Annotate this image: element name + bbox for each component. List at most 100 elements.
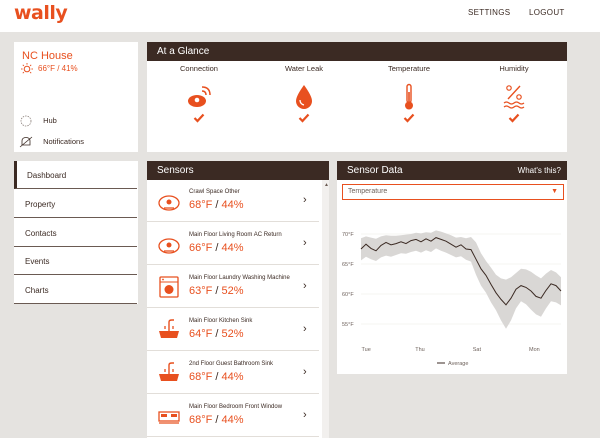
humidity-check-icon: [508, 113, 520, 123]
house-summary: 66°F / 41%: [38, 64, 78, 73]
glance-humidity-label: Humidity: [499, 64, 529, 73]
y-tick-label: 70°F: [342, 232, 354, 238]
logout-link[interactable]: LOGOUT: [529, 8, 565, 17]
legend-label: Average: [448, 361, 468, 367]
sensor-data-title: Sensor Data: [337, 161, 567, 180]
bell-off-icon: [19, 136, 33, 148]
sidebar-item-contacts[interactable]: Contacts: [14, 219, 137, 247]
sidebar-item-events[interactable]: Events: [14, 247, 137, 275]
sensor-row[interactable]: Main Floor Laundry Washing Machine 63°F …: [147, 266, 319, 308]
sensor-temp: 68°F: [189, 414, 213, 426]
sensor-temp: 68°F: [189, 371, 213, 383]
sensor-name: Main Floor Living Room AC Return: [189, 232, 282, 238]
x-tick-label: Tue: [362, 347, 371, 353]
sensor-row[interactable]: Main Floor Bedroom Front Window 68°F / 4…: [147, 395, 319, 437]
top-bar: wally SETTINGS LOGOUT: [0, 0, 600, 32]
house-panel: NC House 66°F / 41% Hub Notifications: [14, 42, 138, 152]
sensor-name: Main Floor Bedroom Front Window: [189, 404, 283, 410]
glance-temperature[interactable]: Temperature: [359, 64, 459, 123]
sensor-row[interactable]: Main Floor Kitchen Sink 64°F / 52% ›: [147, 309, 319, 351]
scroll-up-icon[interactable]: ▲: [324, 182, 329, 188]
glance-humidity[interactable]: Humidity: [464, 64, 564, 123]
house-name[interactable]: NC House: [22, 50, 73, 62]
sidebar-nav: Dashboard Property Contacts Events Chart…: [14, 161, 138, 304]
y-tick-label: 55°F: [342, 322, 354, 328]
range-band: [361, 230, 561, 329]
sensor-temp: 63°F: [189, 285, 213, 297]
x-tick-label: Mon: [529, 347, 540, 353]
sensors-panel: Sensors ▲ Crawl Space Other 68°F / 44% ›…: [147, 161, 329, 438]
hub-label: Hub: [43, 115, 57, 125]
thermometer-icon: [405, 83, 413, 110]
sensor-temp: 64°F: [189, 328, 213, 340]
sensor-reading: 63°F / 52%: [189, 285, 244, 297]
wally-logo[interactable]: wally: [14, 2, 68, 24]
sensor-data-panel: Sensor Data What's this? Temperature ▼ 7…: [337, 161, 567, 374]
sensor-reading: 68°F / 44%: [189, 414, 244, 426]
sensor-temp: 68°F: [189, 199, 213, 211]
chevron-right-icon[interactable]: ›: [303, 237, 307, 249]
notifications-row[interactable]: Notifications: [19, 136, 84, 148]
chevron-right-icon[interactable]: ›: [303, 366, 307, 378]
temperature-chart[interactable]: 70°F 65°F 60°F 55°F Tue Thu Sat Mon Average: [337, 204, 567, 374]
temperature-check-icon: [403, 113, 415, 123]
sidebar-item-property[interactable]: Property: [14, 190, 137, 218]
average-line: [360, 237, 562, 306]
chevron-right-icon[interactable]: ›: [303, 409, 307, 421]
sun-icon: [21, 63, 33, 74]
sensor-puck-icon: [158, 195, 180, 211]
sensor-humidity: 52%: [221, 285, 244, 297]
glance-connection[interactable]: Connection: [149, 64, 249, 123]
chevron-right-icon[interactable]: ›: [303, 194, 307, 206]
sensor-humidity: 44%: [221, 414, 244, 426]
chevron-right-icon[interactable]: ›: [303, 280, 307, 292]
sensor-humidity: 44%: [221, 199, 244, 211]
at-a-glance-panel: At a Glance Connection Water Leak Temper…: [147, 42, 567, 152]
y-tick-label: 60°F: [342, 292, 354, 298]
x-tick-label: Sat: [473, 347, 482, 353]
sink-icon: [159, 362, 179, 381]
hub-row[interactable]: Hub: [19, 115, 57, 127]
sensor-reading: 68°F / 44%: [189, 371, 244, 383]
sensor-row[interactable]: Crawl Space Other 68°F / 44% ›: [147, 180, 319, 222]
glance-temperature-label: Temperature: [387, 64, 431, 73]
connection-icon: [188, 86, 211, 107]
sensor-humidity: 44%: [221, 242, 244, 254]
metric-select[interactable]: Temperature ▼: [342, 184, 564, 200]
sensor-row[interactable]: 2nd Floor Guest Bathroom Sink 68°F / 44%…: [147, 352, 319, 394]
connection-check-icon: [193, 113, 205, 123]
sensor-humidity: 44%: [221, 371, 244, 383]
sensor-name: Crawl Space Other: [189, 189, 240, 195]
sensor-reading: 68°F / 44%: [189, 199, 244, 211]
sensor-name: 2nd Floor Guest Bathroom Sink: [189, 361, 274, 367]
water-leak-check-icon: [298, 113, 310, 123]
chevron-right-icon[interactable]: ›: [303, 323, 307, 335]
bed-icon: [158, 411, 180, 424]
settings-link[interactable]: SETTINGS: [468, 8, 511, 17]
sink-icon: [159, 319, 179, 338]
sidebar-item-charts[interactable]: Charts: [14, 276, 137, 304]
hub-icon: [20, 115, 32, 127]
washing-machine-icon: [159, 276, 179, 298]
glance-water-leak-label: Water Leak: [284, 64, 324, 73]
sensor-name: Main Floor Kitchen Sink: [189, 318, 253, 324]
notifications-label: Notifications: [43, 136, 84, 146]
whats-this-link[interactable]: What's this?: [517, 166, 561, 175]
y-tick-label: 65°F: [342, 262, 354, 268]
chevron-down-icon: ▼: [551, 188, 558, 195]
sensors-scrollbar[interactable]: ▲: [322, 180, 329, 438]
sensor-reading: 66°F / 44%: [189, 242, 244, 254]
at-a-glance-title: At a Glance: [147, 42, 567, 61]
humidity-icon: [503, 85, 525, 109]
water-drop-icon: [296, 85, 312, 109]
x-tick-label: Thu: [415, 347, 424, 353]
sensor-reading: 64°F / 52%: [189, 328, 244, 340]
sensor-puck-icon: [158, 238, 180, 254]
glance-connection-label: Connection: [180, 64, 218, 73]
sensor-humidity: 52%: [221, 328, 244, 340]
glance-water-leak[interactable]: Water Leak: [254, 64, 354, 123]
sensor-temp: 66°F: [189, 242, 213, 254]
sensor-name: Main Floor Laundry Washing Machine: [189, 275, 290, 281]
sidebar-item-dashboard[interactable]: Dashboard: [14, 161, 137, 189]
sensor-row[interactable]: Main Floor Living Room AC Return 66°F / …: [147, 223, 319, 265]
